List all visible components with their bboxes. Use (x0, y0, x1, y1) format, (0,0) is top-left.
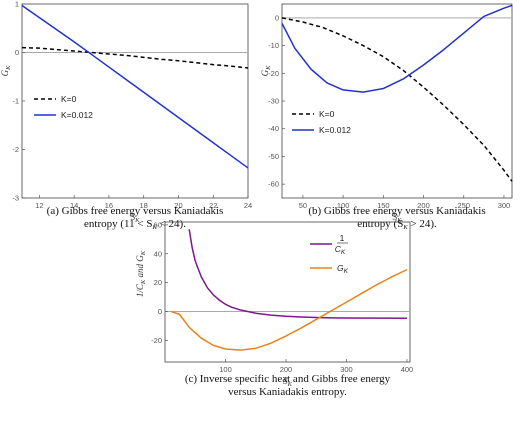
x-tick-label: 300 (498, 201, 511, 210)
x-tick-label: 250 (457, 201, 470, 210)
series-line-1 (21, 4, 249, 169)
y-axis-symbol-2: G (135, 255, 145, 262)
caption-line-1: (c) Inverse specific heat and Gibbs free… (185, 373, 391, 385)
caption-text: entropy (11 < S (84, 218, 152, 230)
plot-frame (164, 221, 411, 363)
x-axis-subscript: K (396, 217, 402, 224)
caption-subscript: K (402, 224, 408, 231)
y-tick-label: -60 (268, 180, 279, 189)
y-tick-label: -40 (268, 124, 279, 133)
y-axis-label: GK (260, 65, 272, 77)
x-tick-label: 18 (140, 201, 148, 210)
y-tick-label: -2 (12, 145, 19, 154)
x-axis-symbol: S (131, 212, 136, 222)
plot-frame (281, 3, 513, 199)
legend-den-symbol: C (335, 244, 342, 254)
x-axis-label: SK (393, 212, 403, 224)
x-tick-label: 20 (174, 201, 182, 210)
chart-a: 12 14 16 18 20 22 2410-1-2-3SKGKK=0K=0.012(a) … (0, 0, 252, 231)
y-axis-symbol-1: C (135, 283, 145, 290)
plot-frame (21, 3, 249, 199)
y-tick-label: -10 (268, 41, 279, 50)
legend: K=0 K=0.012 (292, 109, 351, 135)
y-tick-label: 40 (154, 249, 162, 258)
x-tick-label: 400 (401, 365, 414, 374)
y-axis-label: 1/CK and GK (135, 250, 147, 297)
x-tick-label: 24 (244, 201, 252, 210)
caption-line-1: (a) Gibbs free energy versus Kaniadakis (47, 205, 224, 217)
y-tick-label: 60 (154, 220, 162, 229)
x-tick-label: 50 (299, 201, 307, 210)
x-tick-label: 300 (340, 365, 353, 374)
x-tick-label: 12 (35, 201, 43, 210)
legend-fraction-denominator: CK (335, 244, 346, 256)
series-line-0 (281, 17, 513, 182)
legend-label-0: K=0 (319, 109, 335, 119)
series-line-0 (21, 46, 249, 69)
x-axis-subscript: K (134, 217, 140, 224)
y-tick-label: -20 (268, 69, 279, 78)
caption-text: entropy (S (357, 218, 403, 230)
y-axis-subscript-1: K (140, 279, 147, 285)
legend-label-1: K=0.012 (319, 125, 351, 135)
x-tick-label: 22 (209, 201, 217, 210)
legend-symbol: G (337, 263, 344, 273)
y-tick-label: 1 (15, 0, 19, 9)
y-tick-label: 0 (15, 48, 19, 57)
y-tick-label: -30 (268, 97, 279, 106)
legend-label-1: GK (337, 263, 349, 275)
y-axis-subscript: K (265, 65, 272, 71)
x-axis-symbol: S (393, 212, 398, 222)
y-axis-fraction-numerator: 1 (135, 293, 145, 298)
x-tick-label: 100 (219, 365, 232, 374)
caption-subscript: K (151, 224, 157, 231)
y-tick-label: -50 (268, 152, 279, 161)
y-tick-label: 20 (154, 278, 162, 287)
x-tick-label: 100 (337, 201, 350, 210)
x-tick-label: 200 (417, 201, 430, 210)
y-axis-label: GK (0, 65, 12, 77)
y-tick-label: -1 (12, 97, 19, 106)
series-line-0 (188, 229, 407, 320)
legend-den-subscript: K (341, 249, 346, 256)
x-tick-label: 14 (70, 201, 78, 210)
x-axis-label: SK (131, 212, 141, 224)
legend-subscript: K (344, 268, 349, 275)
legend: K=0 K=0.012 (34, 94, 93, 120)
series-line-1 (281, 4, 513, 93)
x-tick-label: 200 (280, 365, 293, 374)
y-axis-subscript-2: K (140, 250, 147, 256)
y-axis-symbol: G (260, 69, 270, 76)
y-tick-label: -3 (12, 194, 19, 203)
x-axis-subscript: K (287, 381, 293, 388)
legend-label-0: K=0 (61, 94, 77, 104)
y-axis-fraction-bar: / (135, 289, 145, 294)
x-axis-symbol: S (283, 376, 288, 386)
caption-line-1: (b) Gibbs free energy versus Kaniadakis (308, 205, 485, 217)
caption-line-2: entropy (11 < SK < 24). (84, 218, 186, 231)
y-axis-subscript: K (5, 65, 12, 71)
series-line-1 (170, 268, 408, 351)
x-tick-label: 150 (377, 201, 390, 210)
y-axis-joiner: and (135, 262, 145, 280)
y-tick-label: 0 (158, 307, 162, 316)
y-tick-label: 0 (275, 13, 279, 22)
x-axis-label: SK (283, 376, 293, 388)
chart-b: 50 100 150 200 250 3000-10-20-30-40-50-60SKGK… (260, 3, 513, 231)
caption-text-end: < 24). (157, 218, 186, 230)
legend-label-1: K=0.012 (61, 110, 93, 120)
x-tick-label: 16 (105, 201, 113, 210)
caption-line-2: versus Kaniadakis entropy. (228, 386, 347, 398)
caption-line-2: entropy (SK > 24). (357, 218, 437, 231)
y-tick-label: -20 (151, 336, 162, 345)
caption-text-end: > 24). (408, 218, 437, 230)
y-axis-symbol: G (0, 69, 10, 76)
legend-fraction-numerator: 1 (340, 233, 345, 243)
